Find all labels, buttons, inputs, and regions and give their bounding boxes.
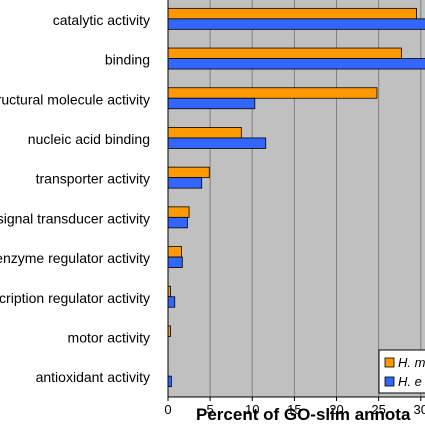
category-label: transporter activity <box>36 171 150 187</box>
category-label: binding <box>105 52 150 68</box>
x-axis-title: Percent of GO-slim annota <box>196 405 411 424</box>
x-tick-label: 20 <box>329 402 343 417</box>
category-label: structural molecule activity <box>0 91 150 107</box>
x-tick-label: 15 <box>287 402 301 417</box>
category-label: nucleic acid binding <box>28 131 150 147</box>
category-label: transcription regulator activity <box>0 290 150 306</box>
bar-h-e <box>167 137 267 149</box>
bar-h-e <box>167 58 425 70</box>
category-labels: catalytic activity binding structural mole… <box>0 12 150 385</box>
bar-h-m <box>167 206 190 218</box>
bar-h-m <box>167 246 182 258</box>
bar-h-e <box>167 18 425 30</box>
bar-h-e <box>167 177 203 189</box>
category-label: antioxidant activity <box>36 369 150 385</box>
legend-swatch <box>384 357 395 368</box>
bar-h-m <box>167 127 242 139</box>
bar-h-e <box>167 375 172 388</box>
category-label: signal transducer activity <box>0 210 150 226</box>
x-tick-labels: 0 5 10 15 20 25 30 <box>164 397 425 417</box>
category-label: catalytic activity <box>53 12 150 28</box>
bar-h-m <box>167 47 402 59</box>
bar-h-m <box>167 7 417 20</box>
bar-h-e <box>167 256 183 268</box>
category-label: motor activity <box>68 329 150 345</box>
legend-swatch <box>384 376 395 387</box>
bar-h-e <box>167 216 188 229</box>
legend: H. m H. e <box>378 349 425 394</box>
category-label: enzyme regulator activity <box>0 250 150 266</box>
legend-label: H. e <box>398 374 422 389</box>
bar-h-m <box>167 87 378 99</box>
x-tick-label: 5 <box>207 402 214 417</box>
x-tick-label: 30 <box>414 402 425 417</box>
bar-h-e <box>167 296 176 308</box>
bar-h-m <box>167 166 210 179</box>
x-tick-label: 25 <box>371 402 385 417</box>
legend-label: H. m <box>398 355 425 370</box>
x-tick-label: 0 <box>164 402 171 417</box>
x-tick-label: 10 <box>245 402 259 417</box>
bar-h-e <box>167 97 256 110</box>
